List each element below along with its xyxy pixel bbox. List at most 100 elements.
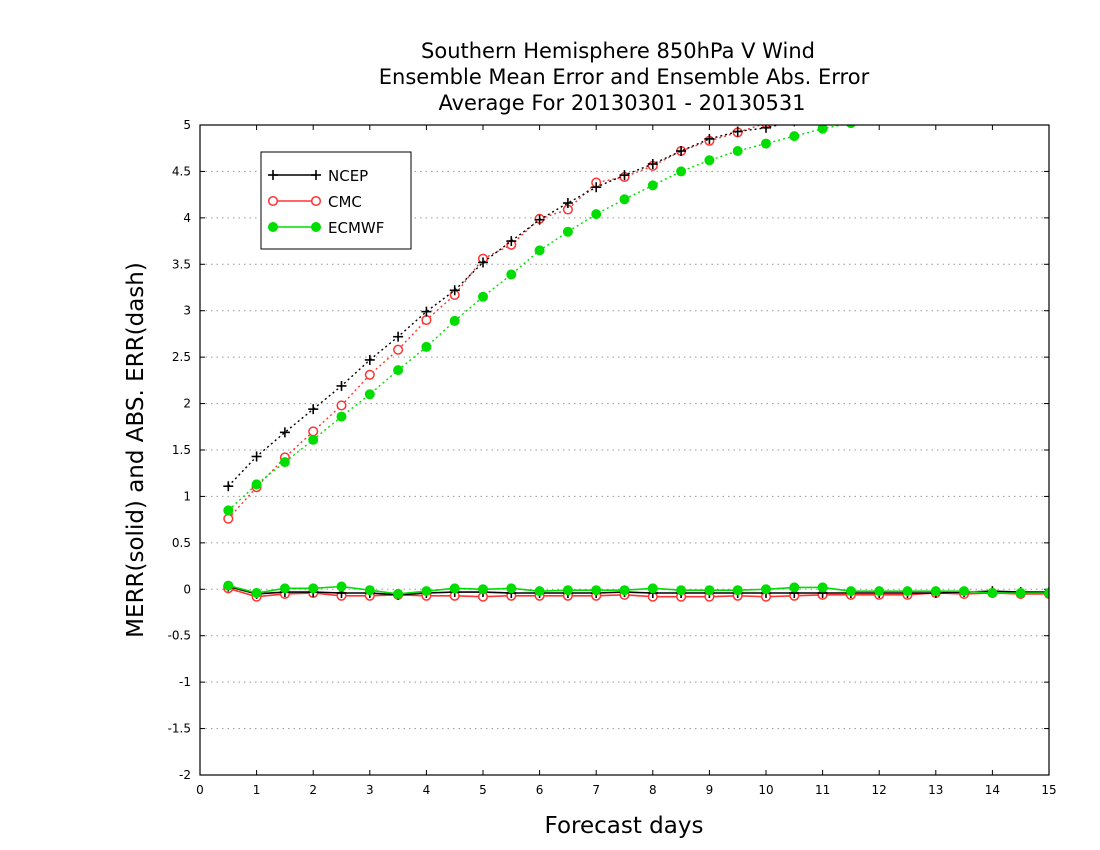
series-cmc-abs-error-point bbox=[421, 314, 432, 326]
series-ncep-abs-error-point bbox=[704, 133, 715, 144]
legend-box bbox=[260, 151, 412, 250]
series-ncep-abs-error-point bbox=[591, 182, 602, 193]
series-ecmwf-abs-error-point bbox=[506, 269, 517, 280]
series-cmc-abs-error-point bbox=[847, 104, 856, 113]
series-cmc-abs-error-point bbox=[1045, 80, 1054, 89]
series-cmc-abs-error-point bbox=[393, 344, 404, 355]
series-ecmwf-mean-error-point bbox=[959, 586, 970, 597]
series-ecmwf-abs-error-point bbox=[619, 194, 630, 205]
series-ecmwf-mean-error-point bbox=[506, 583, 517, 594]
series-ecmwf-mean-error-point bbox=[987, 588, 998, 598]
x-tick-label: 6 bbox=[536, 783, 544, 797]
y-tick-label: 2 bbox=[183, 397, 191, 411]
series-ecmwf-mean-error-point bbox=[1015, 588, 1026, 598]
legend-item-cmc: CMC bbox=[267, 193, 362, 211]
series-ncep-abs-error-point bbox=[364, 354, 375, 365]
series-ecmwf-abs-error-point bbox=[732, 146, 743, 156]
series-ecmwf-abs-error-point bbox=[591, 209, 602, 220]
legend-label: NCEP bbox=[328, 167, 368, 185]
series-ecmwf-mean-error-point bbox=[364, 585, 375, 596]
y-tick-label: 0.5 bbox=[172, 536, 191, 550]
series-ecmwf-abs-error-point bbox=[1016, 93, 1025, 102]
series-ecmwf-abs-error-point bbox=[875, 113, 884, 122]
series-ecmwf-abs-error-point bbox=[308, 434, 319, 445]
legend-label: ECMWF bbox=[328, 219, 384, 237]
series-ecmwf-abs-error-point bbox=[846, 125, 856, 129]
series-ecmwf-mean-error-point bbox=[562, 585, 573, 596]
x-tick-label: 0 bbox=[196, 783, 204, 797]
series-ecmwf-mean-error-point bbox=[308, 583, 319, 594]
series-ncep-abs-error-point bbox=[478, 257, 488, 268]
series-ecmwf-abs-error-point bbox=[761, 138, 771, 149]
y-tick-label: 3.5 bbox=[172, 257, 191, 271]
series-ncep-abs-error-point bbox=[987, 89, 997, 99]
series-ecmwf-mean-error-point bbox=[647, 583, 658, 594]
series-ecmwf-abs-error-point bbox=[251, 479, 262, 490]
series-cmc-abs-error-point bbox=[960, 88, 969, 97]
series-ecmwf-mean-error-point bbox=[251, 588, 262, 598]
legend-label: CMC bbox=[328, 193, 362, 211]
y-tick-label: -0.5 bbox=[168, 629, 191, 643]
legend-item-ecmwf: ECMWF bbox=[268, 219, 384, 237]
series-ecmwf-abs-error-line bbox=[227, 125, 846, 511]
y-tick-label: 3 bbox=[183, 304, 191, 318]
series-ecmwf-mean-error-point bbox=[845, 586, 856, 597]
series-ecmwf-abs-error-point bbox=[364, 389, 375, 400]
legend-marker-right bbox=[311, 170, 321, 180]
series-ecmwf-mean-error-point bbox=[279, 583, 290, 594]
series-ecmwf-abs-error-point bbox=[336, 411, 347, 422]
x-tick-label: 15 bbox=[1041, 783, 1056, 797]
series-cmc-abs-error-point bbox=[223, 513, 234, 524]
series-ecmwf-abs-error-point bbox=[931, 104, 940, 113]
x-axis-ticks: 0 1 2 3 4 5 6 7 8 9 10 11 12 13 14 15 bbox=[196, 125, 1057, 797]
series-ncep-abs-error-point bbox=[647, 159, 658, 169]
y-tick-label: 5 bbox=[183, 118, 191, 132]
series-ncep-abs-error-point bbox=[506, 236, 517, 247]
series-ecmwf-mean-error-point bbox=[789, 582, 800, 593]
series-ncep-abs-error-point bbox=[421, 306, 432, 317]
series-ncep-abs-error-point bbox=[676, 146, 687, 156]
series-ecmwf-mean-error-point bbox=[223, 580, 234, 591]
plot-frame bbox=[199, 124, 1050, 776]
y-tick-label: -1.5 bbox=[168, 722, 191, 736]
x-tick-label: 13 bbox=[928, 783, 943, 797]
series-ecmwf-mean-error-point bbox=[732, 585, 743, 596]
series-cmc-abs-error-point bbox=[875, 99, 884, 108]
series-ncep-abs-error-point bbox=[534, 214, 545, 225]
series-ecmwf-mean-error-point bbox=[449, 583, 460, 594]
x-tick-label: 12 bbox=[872, 783, 887, 797]
y-tick-label: 1 bbox=[183, 489, 191, 503]
y-tick-label: 4.5 bbox=[172, 164, 191, 178]
y-tick-label: 0 bbox=[183, 582, 191, 596]
x-tick-label: 1 bbox=[253, 783, 261, 797]
series-ecmwf-mean-error-point bbox=[704, 585, 715, 596]
legend-marker-left bbox=[268, 222, 278, 232]
series-ncep-abs-error-point bbox=[562, 198, 573, 208]
series-ecmwf-abs-error-point bbox=[279, 457, 290, 468]
series-cmc-abs-error-point bbox=[932, 92, 941, 101]
y-tick-label: -1 bbox=[179, 675, 191, 689]
series-cmc-abs-error-point bbox=[364, 369, 375, 380]
y-tick-label: 4 bbox=[183, 211, 191, 225]
legend-item-ncep: NCEP bbox=[268, 167, 368, 185]
series-cmc-abs-error-point bbox=[308, 426, 319, 437]
series-ncep-abs-error-point bbox=[732, 126, 743, 137]
legend-marker-left bbox=[267, 195, 279, 207]
series-ecmwf-abs-error-point bbox=[393, 365, 404, 376]
series-ecmwf-mean-error-point bbox=[1044, 588, 1049, 598]
series-ecmwf-abs-error-point bbox=[789, 131, 800, 142]
series-ecmwf-mean-error-point bbox=[421, 586, 432, 597]
x-tick-label: 5 bbox=[479, 783, 487, 797]
series-ecmwf-abs-error-point bbox=[534, 245, 545, 256]
series-ecmwf-mean-error-point bbox=[874, 586, 885, 597]
series-cmc-abs-error-point bbox=[1016, 83, 1025, 92]
series-ecmwf-abs-error-point bbox=[562, 226, 573, 237]
series-ncep-abs-error-point bbox=[449, 285, 460, 296]
series-ncep-abs-error-point bbox=[336, 380, 347, 391]
series-ncep-abs-error-point bbox=[279, 427, 290, 438]
series-ncep-abs-error-point bbox=[903, 99, 913, 109]
x-tick-label: 14 bbox=[985, 783, 1000, 797]
y-tick-label: 1.5 bbox=[172, 443, 191, 457]
series-ecmwf-abs-error-point bbox=[817, 125, 828, 134]
